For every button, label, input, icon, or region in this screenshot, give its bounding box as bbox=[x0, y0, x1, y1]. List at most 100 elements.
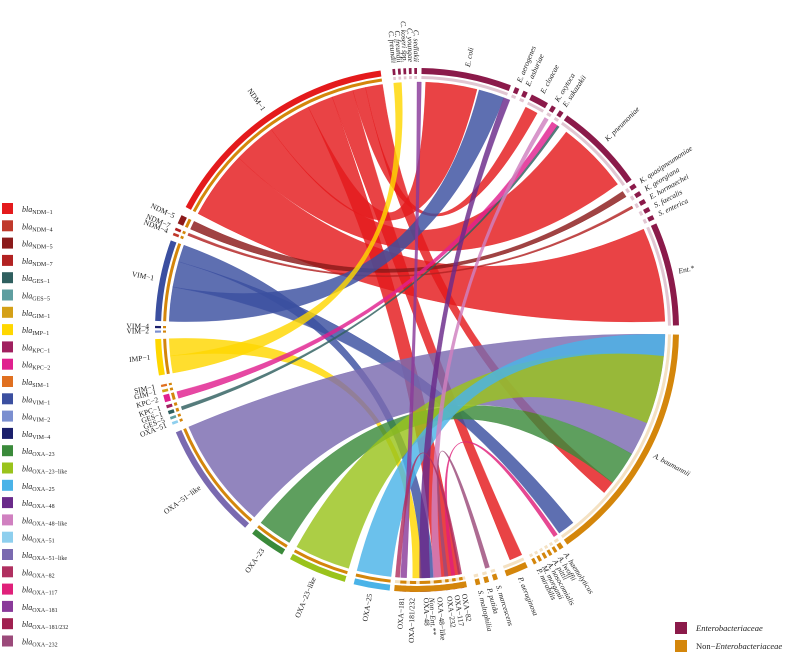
organism-label-p-aeruginosa: P. aeruginosa bbox=[516, 575, 541, 618]
legend-label-vim-4: blaVIM−4 bbox=[22, 430, 50, 441]
gene-arc-inner-oxa-25 bbox=[355, 573, 391, 583]
legend-label-oxa-232: blaOXA−232 bbox=[22, 638, 58, 649]
legend-swatch-oxa-48 bbox=[2, 497, 13, 509]
legend-subscript: OXA−25 bbox=[32, 487, 54, 493]
organism-arc-e-coli bbox=[421, 68, 511, 92]
organism-arc-a-haemolyticus bbox=[556, 542, 564, 550]
legend-prefix: bla bbox=[22, 465, 32, 474]
legend-swatch-oxa-117 bbox=[2, 583, 13, 595]
legend-subscript: OXA−51−like bbox=[32, 556, 67, 562]
ribbon-ndm-5-7 bbox=[190, 191, 627, 273]
legend-swatch-oxa-181 bbox=[2, 600, 13, 612]
legend-swatch-ges-1 bbox=[2, 272, 13, 284]
gene-arc-sim-1 bbox=[160, 383, 168, 388]
organism-arc-inner-a-lwoffii bbox=[548, 541, 554, 547]
legend-prefix: bla bbox=[22, 534, 32, 543]
organism-label-ent: Ent.* bbox=[677, 263, 696, 276]
organism-arc-inner-k-oxytoca bbox=[546, 112, 552, 118]
organism-arc-c-youngae bbox=[408, 68, 412, 75]
organism-arc-a-lwoffii bbox=[551, 546, 558, 553]
legend-label-imp-1: blaIMP−1 bbox=[22, 326, 49, 337]
organism-arc-inner-e-cloacae bbox=[527, 101, 544, 113]
legend-prefix: bla bbox=[22, 447, 32, 456]
legend-label-oxa-117: blaOXA−117 bbox=[22, 586, 57, 597]
organism-arc-c-freundii bbox=[397, 68, 401, 75]
legend-prefix: bla bbox=[22, 568, 32, 577]
legend-swatch-vim-4 bbox=[2, 427, 13, 439]
gene-arc-oxa-23 bbox=[252, 528, 286, 555]
legend-subscript: OXA−51 bbox=[32, 539, 54, 545]
legend-subscript: NDM−4 bbox=[32, 227, 52, 233]
organism-arc-e-cloacae bbox=[529, 94, 548, 109]
organism-label-c-freundii: C. freundii bbox=[387, 30, 399, 63]
organism-arc-ent bbox=[650, 223, 679, 326]
organism-arc-inner-non-ent bbox=[394, 576, 466, 585]
legend-label-oxa-25: blaOXA−25 bbox=[22, 482, 55, 493]
legend-subscript: KPC−1 bbox=[32, 348, 50, 354]
organism-label-non-ent: Non−Ent.** bbox=[427, 596, 438, 635]
legend-label-vim-2: blaVIM−2 bbox=[22, 413, 50, 424]
legend-prefix: bla bbox=[22, 343, 32, 352]
legend-swatch-ges-5 bbox=[2, 289, 13, 301]
legend-prefix: bla bbox=[22, 395, 32, 404]
gene-label-imp-1: IMP−1 bbox=[129, 353, 151, 364]
gene-arc-inner-oxa-23-like bbox=[293, 549, 348, 575]
legend-prefix: bla bbox=[22, 257, 32, 266]
organism-arc-p-mirabilis bbox=[531, 557, 537, 565]
gene-arc-inner-oxa-51-like bbox=[183, 428, 253, 522]
legend-swatch-ndm-5 bbox=[2, 237, 13, 249]
gene-arc-vim-2 bbox=[155, 330, 162, 333]
legend-prefix: bla bbox=[22, 620, 32, 629]
organism-arc-inner-p-putida bbox=[481, 571, 488, 576]
organism-arc-k-oxytoca bbox=[548, 105, 556, 113]
legend-swatch-gim-1 bbox=[2, 306, 13, 318]
gene-arc-oxa-51 bbox=[171, 420, 179, 425]
category-label-1: Non−Enterobacteriaceae bbox=[696, 641, 782, 651]
legend-prefix: bla bbox=[22, 274, 32, 283]
gene-arc-ndm-7 bbox=[174, 227, 182, 233]
organism-arc-e-aerogenes bbox=[512, 87, 520, 95]
organism-arc-inner-c-youngae bbox=[409, 76, 412, 80]
legend-prefix: bla bbox=[22, 378, 32, 387]
legend-label-ndm-5: blaNDM−5 bbox=[22, 240, 53, 251]
legend-swatch-ndm-1 bbox=[2, 203, 13, 214]
gene-label-oxa-23-like: OXA−23−like bbox=[293, 575, 318, 619]
legend-subscript: OXA−181 bbox=[32, 608, 57, 614]
labels-layer: NDM−1NDM−5NDM−7NDM−4VIM−1VIM−4VIM−2IMP−1… bbox=[126, 21, 695, 643]
legend-swatch-oxa-232 bbox=[2, 635, 13, 647]
legend-label-ges-5: blaGES−5 bbox=[22, 292, 50, 303]
organism-arc-inner-e-aerogenes bbox=[511, 94, 517, 99]
gene-arc-inner-oxa-48 bbox=[419, 580, 431, 584]
legend-label-oxa-51: blaOXA−51 bbox=[22, 534, 55, 545]
organism-arc-inner-p-mirabilis bbox=[528, 553, 534, 558]
legend-swatch-oxa-25 bbox=[2, 479, 13, 491]
category-swatch-1 bbox=[675, 640, 687, 652]
gene-label-oxa-51-like: OXA−51−like bbox=[162, 483, 203, 516]
arcs-layer bbox=[155, 68, 679, 592]
legend-prefix: bla bbox=[22, 551, 32, 560]
legend-subscript: NDM−5 bbox=[32, 245, 52, 251]
legend-label-kpc-1: blaKPC−1 bbox=[22, 343, 50, 354]
legend-label-sim-1: blaSIM−1 bbox=[22, 378, 49, 389]
organism-arc-k-quasipneumoniae bbox=[629, 183, 637, 191]
organism-arc-p-putida bbox=[483, 576, 490, 584]
gene-arc-inner-ndm-4 bbox=[180, 235, 184, 240]
organism-arc-inner-p-aeruginosa bbox=[502, 557, 525, 569]
gene-arc-inner-oxa-232 bbox=[444, 579, 449, 583]
gene-label-vim-2: VIM−2 bbox=[126, 326, 149, 335]
category-swatch-0 bbox=[675, 622, 687, 634]
organism-label-k-pneumoniae: K. pneumoniae bbox=[602, 104, 642, 144]
gene-arc-inner-kpc-1 bbox=[173, 402, 178, 406]
legend-label-ges-1: blaGES−1 bbox=[22, 274, 50, 285]
gene-label-oxa-25: OXA−25 bbox=[360, 593, 374, 622]
gene-label-oxa-232: OXA−232 bbox=[445, 595, 458, 628]
legend-label-gim-1: blaGIM−1 bbox=[22, 309, 50, 320]
organism-arc-e-sakazakii bbox=[556, 110, 564, 118]
legend-subscript: GES−5 bbox=[32, 297, 50, 303]
gene-arc-ndm-4 bbox=[172, 232, 180, 238]
organism-arc-p-aeruginosa bbox=[504, 562, 528, 577]
organism-arc-k-georgiana bbox=[634, 191, 642, 199]
organism-arc-s-enterica bbox=[647, 215, 655, 222]
legend-prefix: bla bbox=[22, 603, 32, 612]
